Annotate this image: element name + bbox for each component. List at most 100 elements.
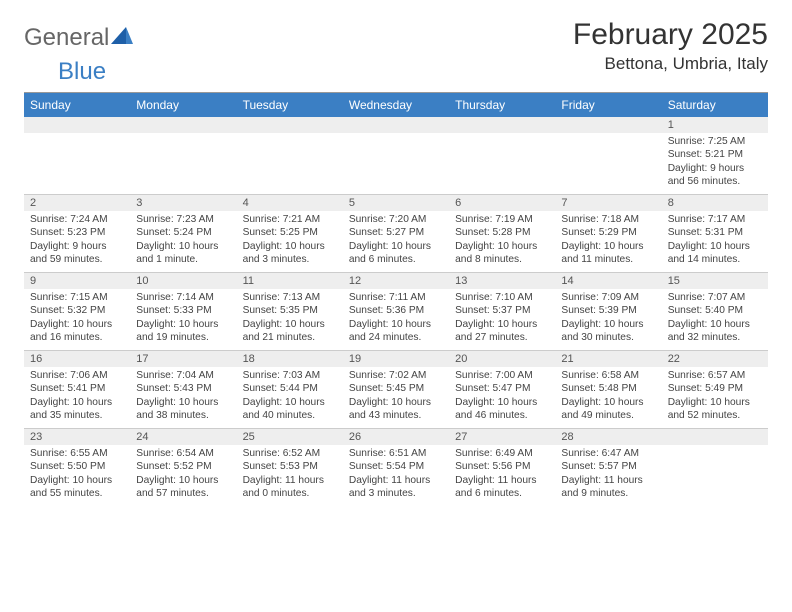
- day-cell: 13Sunrise: 7:10 AMSunset: 5:37 PMDayligh…: [449, 273, 555, 350]
- daylight-text: Daylight: 10 hours and 35 minutes.: [30, 396, 124, 423]
- day-number: 19: [343, 351, 449, 367]
- sunset-text: Sunset: 5:24 PM: [136, 226, 230, 239]
- day-cell: 1Sunrise: 7:25 AMSunset: 5:21 PMDaylight…: [662, 117, 768, 194]
- day-body: Sunrise: 7:14 AMSunset: 5:33 PMDaylight:…: [130, 289, 236, 350]
- day-body: [449, 133, 555, 193]
- day-body: Sunrise: 7:25 AMSunset: 5:21 PMDaylight:…: [662, 133, 768, 194]
- sunset-text: Sunset: 5:33 PM: [136, 304, 230, 317]
- day-body: Sunrise: 7:09 AMSunset: 5:39 PMDaylight:…: [555, 289, 661, 350]
- day-cell: 27Sunrise: 6:49 AMSunset: 5:56 PMDayligh…: [449, 429, 555, 506]
- sunrise-text: Sunrise: 7:09 AM: [561, 291, 655, 304]
- day-number: [237, 117, 343, 133]
- day-cell: 24Sunrise: 6:54 AMSunset: 5:52 PMDayligh…: [130, 429, 236, 506]
- sunrise-text: Sunrise: 6:55 AM: [30, 447, 124, 460]
- day-body: Sunrise: 7:11 AMSunset: 5:36 PMDaylight:…: [343, 289, 449, 350]
- daylight-text: Daylight: 10 hours and 3 minutes.: [243, 240, 337, 267]
- daylight-text: Daylight: 9 hours and 56 minutes.: [668, 162, 762, 189]
- day-cell: 17Sunrise: 7:04 AMSunset: 5:43 PMDayligh…: [130, 351, 236, 428]
- day-number: 3: [130, 195, 236, 211]
- day-body: [130, 133, 236, 193]
- sunset-text: Sunset: 5:36 PM: [349, 304, 443, 317]
- sunrise-text: Sunrise: 7:10 AM: [455, 291, 549, 304]
- day-cell: 10Sunrise: 7:14 AMSunset: 5:33 PMDayligh…: [130, 273, 236, 350]
- sunrise-text: Sunrise: 7:19 AM: [455, 213, 549, 226]
- day-cell: [555, 117, 661, 194]
- week-row: 1Sunrise: 7:25 AMSunset: 5:21 PMDaylight…: [24, 117, 768, 194]
- sunrise-text: Sunrise: 6:47 AM: [561, 447, 655, 460]
- day-body: [24, 133, 130, 193]
- daylight-text: Daylight: 11 hours and 3 minutes.: [349, 474, 443, 501]
- day-body: [237, 133, 343, 193]
- daylight-text: Daylight: 10 hours and 24 minutes.: [349, 318, 443, 345]
- day-number: 20: [449, 351, 555, 367]
- sunrise-text: Sunrise: 7:03 AM: [243, 369, 337, 382]
- sunset-text: Sunset: 5:23 PM: [30, 226, 124, 239]
- sunset-text: Sunset: 5:57 PM: [561, 460, 655, 473]
- sunrise-text: Sunrise: 6:49 AM: [455, 447, 549, 460]
- day-body: Sunrise: 6:49 AMSunset: 5:56 PMDaylight:…: [449, 445, 555, 506]
- sunset-text: Sunset: 5:48 PM: [561, 382, 655, 395]
- sunrise-text: Sunrise: 7:15 AM: [30, 291, 124, 304]
- daylight-text: Daylight: 10 hours and 57 minutes.: [136, 474, 230, 501]
- day-cell: 2Sunrise: 7:24 AMSunset: 5:23 PMDaylight…: [24, 195, 130, 272]
- sunset-text: Sunset: 5:45 PM: [349, 382, 443, 395]
- daylight-text: Daylight: 10 hours and 52 minutes.: [668, 396, 762, 423]
- daylight-text: Daylight: 10 hours and 19 minutes.: [136, 318, 230, 345]
- day-body: Sunrise: 7:07 AMSunset: 5:40 PMDaylight:…: [662, 289, 768, 350]
- day-cell: 11Sunrise: 7:13 AMSunset: 5:35 PMDayligh…: [237, 273, 343, 350]
- day-body: Sunrise: 6:54 AMSunset: 5:52 PMDaylight:…: [130, 445, 236, 506]
- day-number: 12: [343, 273, 449, 289]
- daylight-text: Daylight: 10 hours and 38 minutes.: [136, 396, 230, 423]
- day-number: [343, 117, 449, 133]
- sunrise-text: Sunrise: 7:00 AM: [455, 369, 549, 382]
- sunset-text: Sunset: 5:25 PM: [243, 226, 337, 239]
- day-body: Sunrise: 7:04 AMSunset: 5:43 PMDaylight:…: [130, 367, 236, 428]
- sunrise-text: Sunrise: 7:07 AM: [668, 291, 762, 304]
- daylight-text: Daylight: 10 hours and 30 minutes.: [561, 318, 655, 345]
- day-cell: 15Sunrise: 7:07 AMSunset: 5:40 PMDayligh…: [662, 273, 768, 350]
- day-number: [449, 117, 555, 133]
- day-cell: [343, 117, 449, 194]
- daylight-text: Daylight: 11 hours and 9 minutes.: [561, 474, 655, 501]
- day-number: 22: [662, 351, 768, 367]
- day-body: Sunrise: 6:58 AMSunset: 5:48 PMDaylight:…: [555, 367, 661, 428]
- sunset-text: Sunset: 5:43 PM: [136, 382, 230, 395]
- weekday-header: Sunday Monday Tuesday Wednesday Thursday…: [24, 93, 768, 117]
- day-number: 9: [24, 273, 130, 289]
- sunrise-text: Sunrise: 7:24 AM: [30, 213, 124, 226]
- daylight-text: Daylight: 10 hours and 16 minutes.: [30, 318, 124, 345]
- day-body: [662, 445, 768, 505]
- daylight-text: Daylight: 10 hours and 8 minutes.: [455, 240, 549, 267]
- sunrise-text: Sunrise: 6:58 AM: [561, 369, 655, 382]
- daylight-text: Daylight: 10 hours and 43 minutes.: [349, 396, 443, 423]
- daylight-text: Daylight: 10 hours and 40 minutes.: [243, 396, 337, 423]
- sunset-text: Sunset: 5:44 PM: [243, 382, 337, 395]
- day-body: Sunrise: 7:17 AMSunset: 5:31 PMDaylight:…: [662, 211, 768, 272]
- day-number: 6: [449, 195, 555, 211]
- sunset-text: Sunset: 5:28 PM: [455, 226, 549, 239]
- sunset-text: Sunset: 5:35 PM: [243, 304, 337, 317]
- sunrise-text: Sunrise: 6:52 AM: [243, 447, 337, 460]
- sunrise-text: Sunrise: 7:13 AM: [243, 291, 337, 304]
- day-number: 25: [237, 429, 343, 445]
- week-row: 16Sunrise: 7:06 AMSunset: 5:41 PMDayligh…: [24, 350, 768, 428]
- day-cell: 8Sunrise: 7:17 AMSunset: 5:31 PMDaylight…: [662, 195, 768, 272]
- day-number: 14: [555, 273, 661, 289]
- day-body: Sunrise: 7:13 AMSunset: 5:35 PMDaylight:…: [237, 289, 343, 350]
- sunrise-text: Sunrise: 7:23 AM: [136, 213, 230, 226]
- sunrise-text: Sunrise: 7:17 AM: [668, 213, 762, 226]
- daylight-text: Daylight: 10 hours and 46 minutes.: [455, 396, 549, 423]
- sunset-text: Sunset: 5:53 PM: [243, 460, 337, 473]
- daylight-text: Daylight: 10 hours and 11 minutes.: [561, 240, 655, 267]
- day-cell: 4Sunrise: 7:21 AMSunset: 5:25 PMDaylight…: [237, 195, 343, 272]
- daylight-text: Daylight: 10 hours and 14 minutes.: [668, 240, 762, 267]
- sunrise-text: Sunrise: 7:11 AM: [349, 291, 443, 304]
- location: Bettona, Umbria, Italy: [573, 54, 768, 74]
- week-row: 2Sunrise: 7:24 AMSunset: 5:23 PMDaylight…: [24, 194, 768, 272]
- sunrise-text: Sunrise: 7:20 AM: [349, 213, 443, 226]
- sunset-text: Sunset: 5:47 PM: [455, 382, 549, 395]
- day-body: Sunrise: 7:24 AMSunset: 5:23 PMDaylight:…: [24, 211, 130, 272]
- daylight-text: Daylight: 10 hours and 27 minutes.: [455, 318, 549, 345]
- day-cell: [130, 117, 236, 194]
- weekday-monday: Monday: [130, 93, 236, 117]
